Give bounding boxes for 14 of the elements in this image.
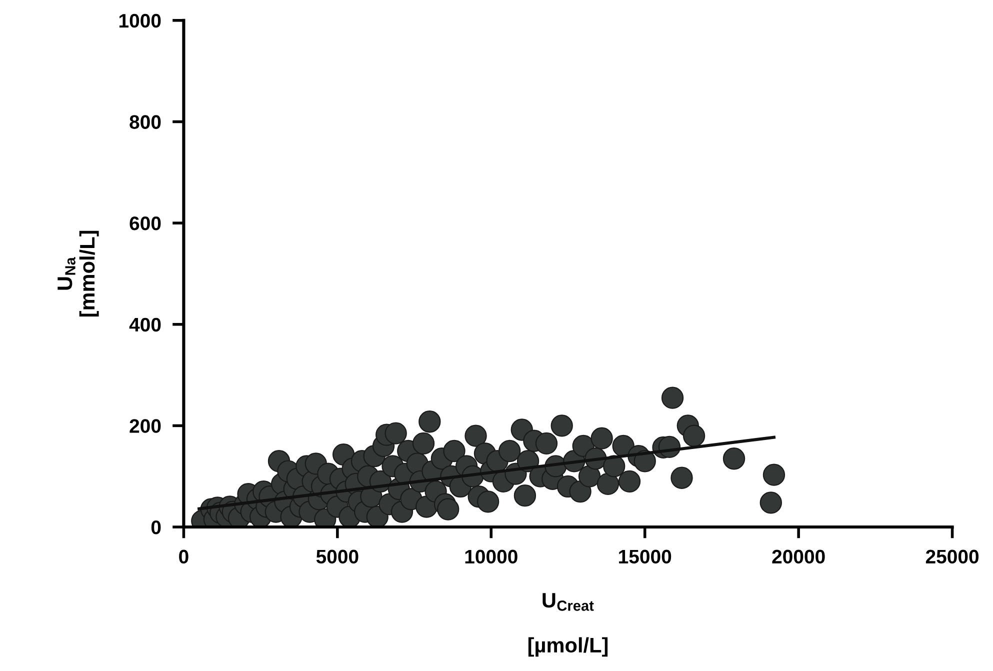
x-tick-label: 10000: [465, 550, 518, 564]
x-tick-label: 0: [179, 550, 188, 564]
x-tick-label: 15000: [619, 550, 672, 564]
y-axis-title: U$_{Na}$ [mmol/L]: [58, 230, 99, 317]
y-tick-label: 400: [129, 318, 161, 332]
x-tick-label: 20000: [772, 550, 825, 564]
y-tick-label: 600: [130, 216, 161, 230]
text: U$_{Creat}$ [µmol/L]: [528, 593, 608, 657]
y-tick-label: 1000: [119, 14, 161, 28]
y-tick-label: 800: [130, 115, 161, 129]
y-tick-label: 0: [151, 520, 161, 534]
y-tick-label: 200: [130, 419, 161, 433]
x-tick-label: 5000: [316, 550, 358, 564]
x-tick-label: 25000: [926, 550, 979, 564]
